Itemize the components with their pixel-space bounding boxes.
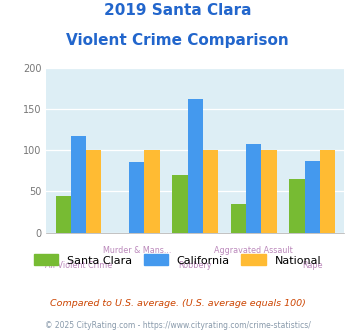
Bar [55,195,71,233]
Text: Violent Crime Comparison: Violent Crime Comparison [66,33,289,48]
Text: Robbery: Robbery [179,261,212,270]
Bar [173,175,188,233]
Text: 2019 Santa Clara: 2019 Santa Clara [104,3,251,18]
Bar [203,150,218,233]
Text: © 2025 CityRating.com - https://www.cityrating.com/crime-statistics/: © 2025 CityRating.com - https://www.city… [45,321,310,330]
Bar [144,150,160,233]
Text: Compared to U.S. average. (U.S. average equals 100): Compared to U.S. average. (U.S. average … [50,299,305,308]
Bar [246,144,261,233]
Bar [71,136,86,233]
Bar [231,204,246,233]
Bar [188,99,203,233]
Bar [320,150,335,233]
Text: Rape: Rape [302,261,322,270]
Bar [289,179,305,233]
Bar [129,162,144,233]
Bar [261,150,277,233]
Text: Murder & Mans...: Murder & Mans... [103,246,171,255]
Text: Aggravated Assault: Aggravated Assault [214,246,293,255]
Bar [86,150,101,233]
Bar [305,161,320,233]
Text: All Violent Crime: All Violent Crime [45,261,112,270]
Legend: Santa Clara, California, National: Santa Clara, California, National [29,250,326,270]
